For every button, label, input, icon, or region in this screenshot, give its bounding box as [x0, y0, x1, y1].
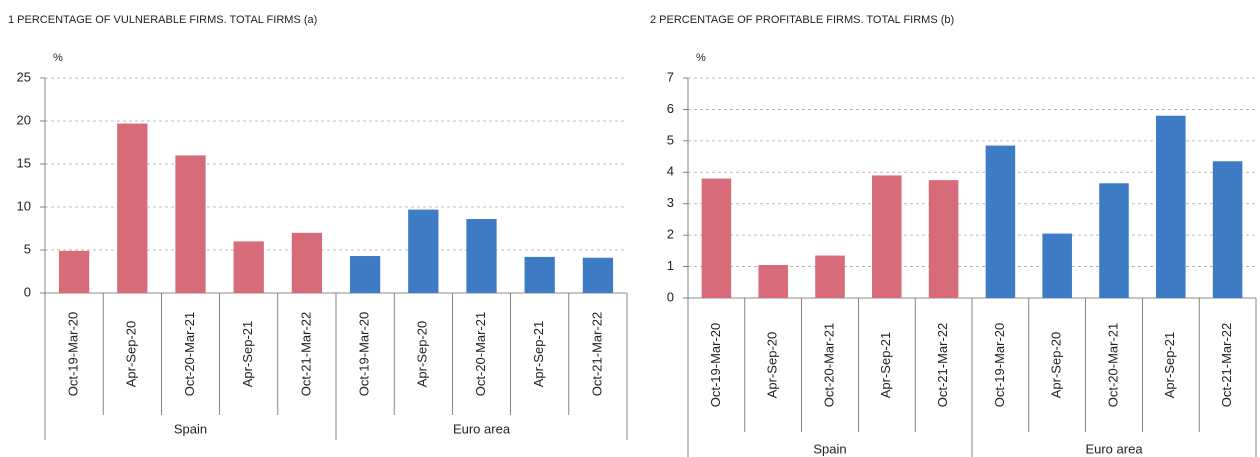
x-tick-label: Oct-20-Mar-21 — [821, 323, 836, 408]
y-tick-label: 15 — [17, 155, 31, 170]
y-tick-label: 20 — [17, 112, 31, 127]
x-tick-label: Apr-Sep-21 — [878, 332, 893, 398]
y-tick-label: 6 — [667, 101, 674, 116]
bar — [758, 265, 788, 298]
bar — [1099, 183, 1129, 298]
x-tick-label: Oct-19-Mar-20 — [708, 323, 723, 408]
x-tick-label: Oct-19-Mar-20 — [357, 312, 372, 397]
y-tick-label: 0 — [667, 289, 674, 304]
bar — [928, 180, 959, 298]
bar — [117, 123, 148, 293]
x-tick-label: Oct-21-Mar-22 — [1219, 323, 1234, 408]
bar — [582, 257, 614, 293]
x-tick-label: Apr-Sep-20 — [415, 321, 430, 387]
bar — [466, 219, 497, 293]
x-tick-label: Oct-19-Mar-20 — [66, 312, 81, 397]
y-tick-label: 5 — [24, 241, 31, 256]
x-tick-label: Apr-Sep-21 — [531, 321, 546, 387]
bar — [349, 256, 381, 293]
y-tick-label: 1 — [667, 258, 674, 273]
y-tick-label: 0 — [24, 284, 31, 299]
y-tick-label: 2 — [667, 227, 674, 242]
bar — [524, 256, 555, 293]
bar — [872, 175, 902, 298]
bar — [1042, 233, 1072, 298]
y-tick-label: 10 — [17, 198, 31, 213]
x-tick-label: Oct-21-Mar-22 — [298, 312, 313, 397]
bar — [1212, 161, 1243, 298]
y-tick-label: 7 — [667, 69, 674, 84]
bar — [175, 155, 206, 293]
y-tick-label: 25 — [17, 69, 31, 84]
bar — [58, 250, 90, 293]
bar — [815, 255, 845, 298]
bar — [985, 145, 1016, 298]
y-tick-label: 4 — [667, 164, 674, 179]
x-tick-label: Apr-Sep-21 — [240, 321, 255, 387]
x-tick-label: Apr-Sep-20 — [1049, 332, 1064, 398]
x-tick-label: Oct-21-Mar-22 — [589, 312, 604, 397]
x-tick-label: Oct-20-Mar-21 — [182, 312, 197, 397]
x-tick-label: Oct-20-Mar-21 — [473, 312, 488, 397]
y-axis-label: % — [53, 52, 63, 64]
x-tick-label: Apr-Sep-20 — [124, 321, 139, 387]
bar — [1156, 115, 1186, 298]
x-tick-label: Apr-Sep-20 — [765, 332, 780, 398]
bar — [233, 241, 264, 293]
y-axis-label: % — [696, 52, 706, 64]
group-label: Spain — [174, 421, 207, 436]
x-tick-label: Oct-20-Mar-21 — [1105, 323, 1120, 408]
chart-title: 2 PERCENTAGE OF PROFITABLE FIRMS. TOTAL … — [650, 14, 954, 26]
bar — [701, 178, 732, 298]
y-tick-label: 5 — [667, 132, 674, 147]
chart-title: 1 PERCENTAGE OF VULNERABLE FIRMS. TOTAL … — [8, 14, 317, 26]
x-tick-label: Oct-21-Mar-22 — [935, 323, 950, 408]
bar — [291, 232, 323, 293]
y-tick-label: 3 — [667, 195, 674, 210]
group-label: Spain — [813, 441, 846, 456]
group-label: Euro area — [453, 421, 511, 436]
group-label: Euro area — [1085, 441, 1143, 456]
bar — [408, 209, 439, 293]
x-tick-label: Oct-19-Mar-20 — [992, 323, 1007, 408]
x-tick-label: Apr-Sep-21 — [1162, 332, 1177, 398]
